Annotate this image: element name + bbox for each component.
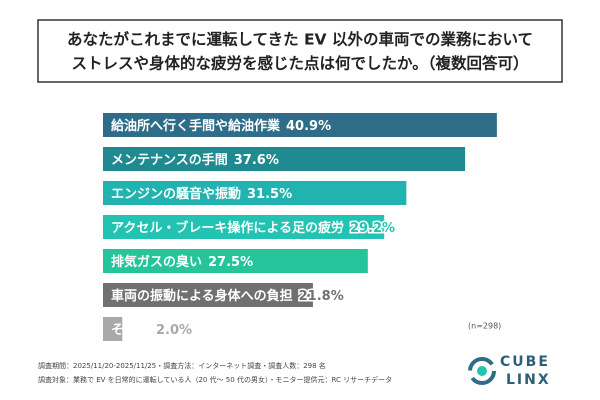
category-label: エンジンの騒音や振動 (111, 186, 241, 202)
bar-label: 給油所へ行く手間や給油作業 40.9% (111, 118, 331, 134)
logo-icon (468, 357, 496, 385)
bar-label: その他 2.0% (111, 322, 192, 338)
category-label: その他 (111, 322, 150, 338)
logo: CUBE LINX (468, 354, 551, 388)
bar (103, 215, 385, 239)
bar-label: 車両の振動による身体への負担 21.8% (111, 288, 344, 304)
title-box (37, 19, 563, 83)
value-label: 27.5% (208, 255, 253, 270)
bar-label: 排気ガスの臭い 27.5% (111, 254, 253, 270)
footnote: 調査期間：2025/11/20-2025/11/25・調査方法：インターネット調… (38, 361, 326, 370)
bar (103, 181, 407, 205)
bar-label: メンテナンスの手間 37.6% (111, 152, 279, 168)
value-label: 40.9% (286, 119, 331, 134)
value-label: 37.6% (234, 153, 279, 168)
value-label: 31.5% (247, 187, 292, 202)
bar (103, 147, 466, 171)
bar-label: エンジンの騒音や振動 31.5% (111, 186, 292, 202)
category-label: 排気ガスの臭い (111, 254, 202, 270)
category-label: 給油所へ行く手間や給油作業 (111, 118, 281, 134)
bar (103, 283, 313, 307)
bar (103, 317, 123, 341)
bar (103, 113, 497, 137)
chart-title: あなたがこれまでに運転してきた EV 以外の車両での業務において (67, 30, 533, 49)
bar-label: アクセル・ブレーキ操作による足の疲労 29.2% (111, 220, 395, 236)
category-label: 車両の振動による身体への負担 (111, 288, 293, 304)
chart-title: ストレスや身体的な疲労を感じた点は何でしたか。（複数回答可） (72, 54, 529, 73)
category-label: メンテナンスの手間 (111, 152, 228, 168)
footnote: 調査対象：業務で EV を日常的に運転している人（20 代〜 50 代の男女）・… (38, 375, 392, 384)
logo-text: LINX (506, 372, 551, 388)
value-label: 2.0% (156, 323, 192, 338)
logo-icon (477, 366, 487, 376)
value-label: 21.8% (299, 289, 344, 304)
value-label: 29.2% (350, 221, 395, 236)
sample-note: (n=298) (468, 322, 501, 331)
category-label: アクセル・ブレーキ操作による足の疲労 (111, 220, 344, 236)
bar (103, 249, 368, 273)
logo-text: CUBE (500, 354, 550, 370)
